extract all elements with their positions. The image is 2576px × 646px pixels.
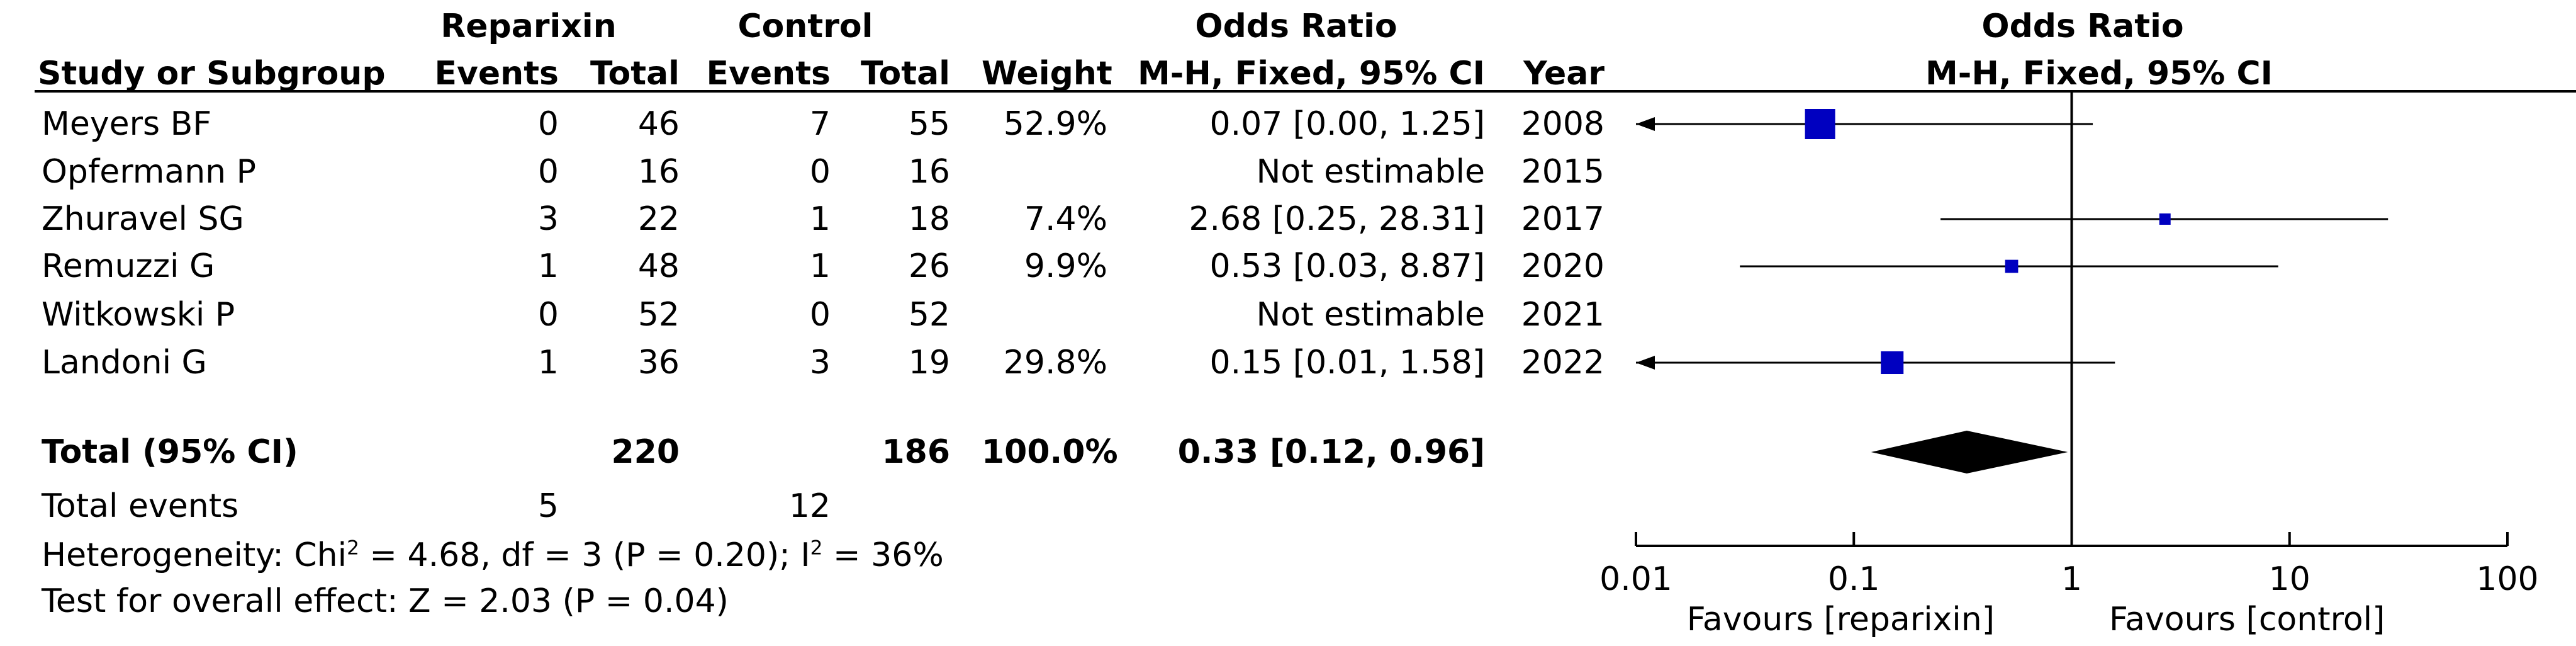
heterogeneity-text: Heterogeneity: Chi2 = 4.68, df = 3 (P = … [42, 536, 944, 574]
header-or-method: M-H, Fixed, 95% CI [1137, 55, 1485, 93]
row-study-name: Landoni G [42, 344, 207, 382]
x-tick-label: 10 [2268, 560, 2310, 598]
header-year: Year [1523, 55, 1604, 93]
row-events-control: 1 [809, 247, 831, 285]
row-weight: 9.9% [1024, 247, 1107, 285]
row-or-text: 0.15 [0.01, 1.58] [1209, 344, 1485, 382]
row-total-reparixin: 52 [637, 296, 680, 334]
row-year: 2021 [1521, 296, 1604, 334]
study-marker-square [2159, 213, 2171, 225]
total-or-text: 0.33 [0.12, 0.96] [1177, 433, 1485, 471]
total-events-control: 12 [788, 487, 831, 525]
row-events-control: 1 [809, 200, 831, 238]
header-control: Control [737, 8, 873, 45]
row-year: 2017 [1521, 200, 1604, 238]
row-or-text: 0.07 [0.00, 1.25] [1209, 105, 1485, 143]
row-events-reparixin: 3 [537, 200, 559, 238]
total-n-reparixin: 220 [611, 433, 680, 471]
x-tick-label: 0.01 [1599, 560, 1672, 598]
plot-header-method: M-H, Fixed, 95% CI [1925, 55, 2273, 93]
ci-arrow-left [1636, 356, 1655, 370]
plot-header-odds-ratio: Odds Ratio [1981, 8, 2184, 45]
row-year: 2020 [1521, 247, 1604, 285]
row-events-reparixin: 1 [537, 344, 559, 382]
row-events-control: 0 [809, 153, 831, 191]
total-n-control: 186 [882, 433, 950, 471]
row-events-control: 0 [809, 296, 831, 334]
row-or-text: 2.68 [0.25, 28.31] [1189, 200, 1485, 238]
row-events-reparixin: 1 [537, 247, 559, 285]
row-total-control: 19 [908, 344, 950, 382]
header-study: Study or Subgroup [38, 55, 386, 93]
header-total-reparixin: Total [590, 55, 680, 93]
total-events-label: Total events [42, 487, 239, 525]
row-total-control: 52 [908, 296, 950, 334]
row-study-name: Opfermann P [42, 153, 257, 191]
header-reparixin: Reparixin [440, 8, 617, 45]
row-study-name: Zhuravel SG [42, 200, 244, 238]
row-total-reparixin: 36 [637, 344, 680, 382]
ci-arrow-left [1636, 117, 1655, 131]
row-study-name: Witkowski P [42, 296, 235, 334]
row-total-control: 16 [908, 153, 950, 191]
row-total-control: 18 [908, 200, 950, 238]
row-total-control: 55 [908, 105, 950, 143]
row-events-reparixin: 0 [537, 296, 559, 334]
pooled-diamond [1871, 431, 2068, 473]
header-odds-ratio: Odds Ratio [1195, 8, 1397, 45]
row-total-reparixin: 16 [637, 153, 680, 191]
row-weight: 52.9% [1003, 105, 1107, 143]
row-events-reparixin: 0 [537, 105, 559, 143]
x-tick-label: 0.1 [1827, 560, 1880, 598]
header-events-control: Events [706, 55, 831, 93]
row-study-name: Meyers BF [42, 105, 212, 143]
row-total-reparixin: 48 [637, 247, 680, 285]
row-or-text: Not estimable [1256, 296, 1485, 334]
x-tick-label: 1 [2061, 560, 2083, 598]
row-weight: 7.4% [1024, 200, 1107, 238]
row-or-text: 0.53 [0.03, 8.87] [1209, 247, 1485, 285]
row-year: 2008 [1521, 105, 1604, 143]
study-marker-square [1881, 351, 1904, 375]
row-study-name: Remuzzi G [42, 247, 215, 285]
total-weight: 100.0% [982, 433, 1118, 471]
overall-effect-text: Test for overall effect: Z = 2.03 (P = 0… [42, 582, 729, 620]
study-marker-square [1805, 109, 1835, 139]
total-label: Total (95% CI) [42, 433, 298, 471]
header-total-control: Total [860, 55, 950, 93]
x-tick-label: 100 [2476, 560, 2539, 598]
row-total-control: 26 [908, 247, 950, 285]
row-total-reparixin: 22 [637, 200, 680, 238]
row-weight: 29.8% [1003, 344, 1107, 382]
header-events-reparixin: Events [434, 55, 559, 93]
row-or-text: Not estimable [1256, 153, 1485, 191]
favours-left-label: Favours [reparixin] [1686, 601, 1995, 638]
total-events-reparixin: 5 [537, 487, 559, 525]
row-events-control: 3 [809, 344, 831, 382]
row-total-reparixin: 46 [637, 105, 680, 143]
favours-right-label: Favours [control] [2109, 601, 2385, 638]
row-year: 2022 [1521, 344, 1604, 382]
study-marker-square [2005, 259, 2019, 273]
row-events-reparixin: 0 [537, 153, 559, 191]
header-weight: Weight [982, 55, 1112, 93]
row-events-control: 7 [809, 105, 831, 143]
row-year: 2015 [1521, 153, 1604, 191]
